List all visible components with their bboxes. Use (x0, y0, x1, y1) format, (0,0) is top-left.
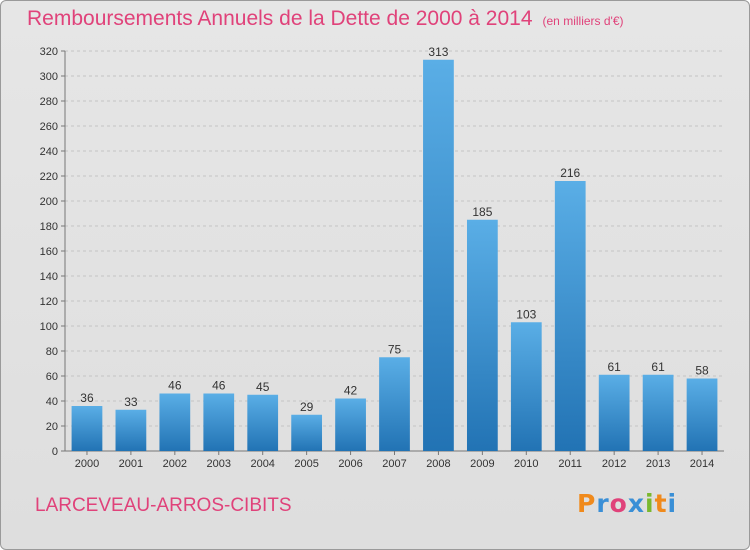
x-tick-label: 2014 (690, 458, 714, 470)
y-tick-label: 240 (40, 146, 58, 158)
y-tick-label: 100 (40, 321, 58, 333)
x-tick-label: 2013 (646, 458, 670, 470)
place-name: LARCEVEAU-ARROS-CIBITS (35, 495, 292, 516)
y-tick-label: 200 (40, 196, 58, 208)
x-tick-label: 2012 (602, 458, 626, 470)
bar-value-label: 103 (516, 307, 536, 321)
logo-letter: i (667, 489, 678, 518)
y-tick-label: 140 (40, 271, 58, 283)
x-tick-label: 2002 (163, 458, 187, 470)
bar (335, 398, 366, 451)
bar (247, 394, 279, 451)
bar-value-label: 33 (124, 395, 138, 409)
bar-value-label: 75 (388, 342, 402, 356)
bar (115, 409, 147, 451)
bar-value-label: 313 (428, 45, 448, 59)
bar (466, 219, 498, 451)
bar-value-label: 46 (168, 379, 182, 393)
x-tick-label: 2001 (119, 458, 143, 470)
logo-letter: P (577, 489, 597, 518)
bar-value-label: 216 (560, 166, 580, 180)
chart-title: Remboursements Annuels de la Dette de 20… (27, 7, 533, 30)
logo-letter: o (609, 489, 628, 518)
bar-value-label: 61 (651, 360, 665, 374)
x-tick-label: 2008 (426, 458, 450, 470)
x-tick-label: 2010 (514, 458, 538, 470)
y-tick-label: 40 (46, 396, 58, 408)
bar (510, 322, 542, 451)
bar (642, 374, 674, 451)
y-tick-label: 80 (46, 346, 58, 358)
y-tick-label: 300 (40, 71, 58, 83)
x-tick-label: 2005 (294, 458, 318, 470)
y-tick-label: 20 (46, 421, 58, 433)
y-tick-label: 120 (40, 296, 58, 308)
bar-value-label: 185 (472, 205, 492, 219)
bar-value-label: 29 (300, 400, 314, 414)
bar (554, 181, 586, 451)
chart-title-block: Remboursements Annuels de la Dette de 20… (27, 7, 624, 31)
bar (379, 357, 410, 451)
logo-letter: i (645, 489, 655, 518)
x-tick-label: 2009 (470, 458, 494, 470)
y-tick-label: 320 (40, 46, 58, 58)
logo-letter: t (654, 489, 668, 518)
y-tick-label: 180 (40, 221, 58, 233)
bar-value-label: 36 (80, 391, 94, 405)
bar (423, 59, 454, 451)
x-tick-label: 2011 (558, 458, 582, 470)
proxiti-logo: Proxiti (577, 489, 677, 518)
logo-letter: r (596, 489, 610, 518)
y-tick-label: 220 (40, 171, 58, 183)
x-tick-label: 2004 (250, 458, 274, 470)
y-tick-label: 280 (40, 96, 58, 108)
bar-value-label: 58 (695, 364, 709, 378)
logo-letter: x (627, 489, 645, 518)
bar (686, 378, 718, 451)
y-tick-label: 160 (40, 246, 58, 258)
bar-value-label: 46 (212, 379, 226, 393)
x-tick-label: 2006 (338, 458, 362, 470)
chart-subtitle: (en milliers d'€) (542, 14, 624, 28)
y-tick-label: 0 (52, 446, 58, 458)
bar (159, 393, 191, 451)
y-tick-label: 60 (46, 371, 58, 383)
y-tick-label: 260 (40, 121, 58, 133)
bar-value-label: 61 (607, 360, 621, 374)
x-tick-label: 2003 (207, 458, 231, 470)
bar (71, 406, 103, 451)
bar (291, 414, 323, 451)
bar (203, 393, 235, 451)
x-tick-label: 2007 (382, 458, 406, 470)
bar (598, 374, 630, 451)
bar-value-label: 45 (256, 380, 270, 394)
x-tick-label: 2000 (75, 458, 99, 470)
bar-value-label: 42 (344, 384, 358, 398)
